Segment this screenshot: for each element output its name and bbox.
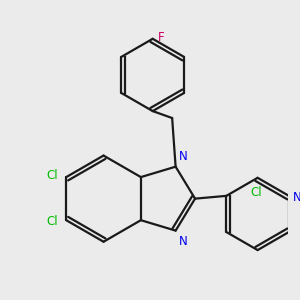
Text: Cl: Cl — [46, 169, 58, 182]
Text: Cl: Cl — [250, 186, 262, 199]
Text: N: N — [179, 149, 188, 163]
Text: N: N — [179, 235, 188, 248]
Text: Cl: Cl — [46, 215, 58, 228]
Text: N: N — [293, 191, 300, 204]
Text: F: F — [158, 31, 165, 44]
